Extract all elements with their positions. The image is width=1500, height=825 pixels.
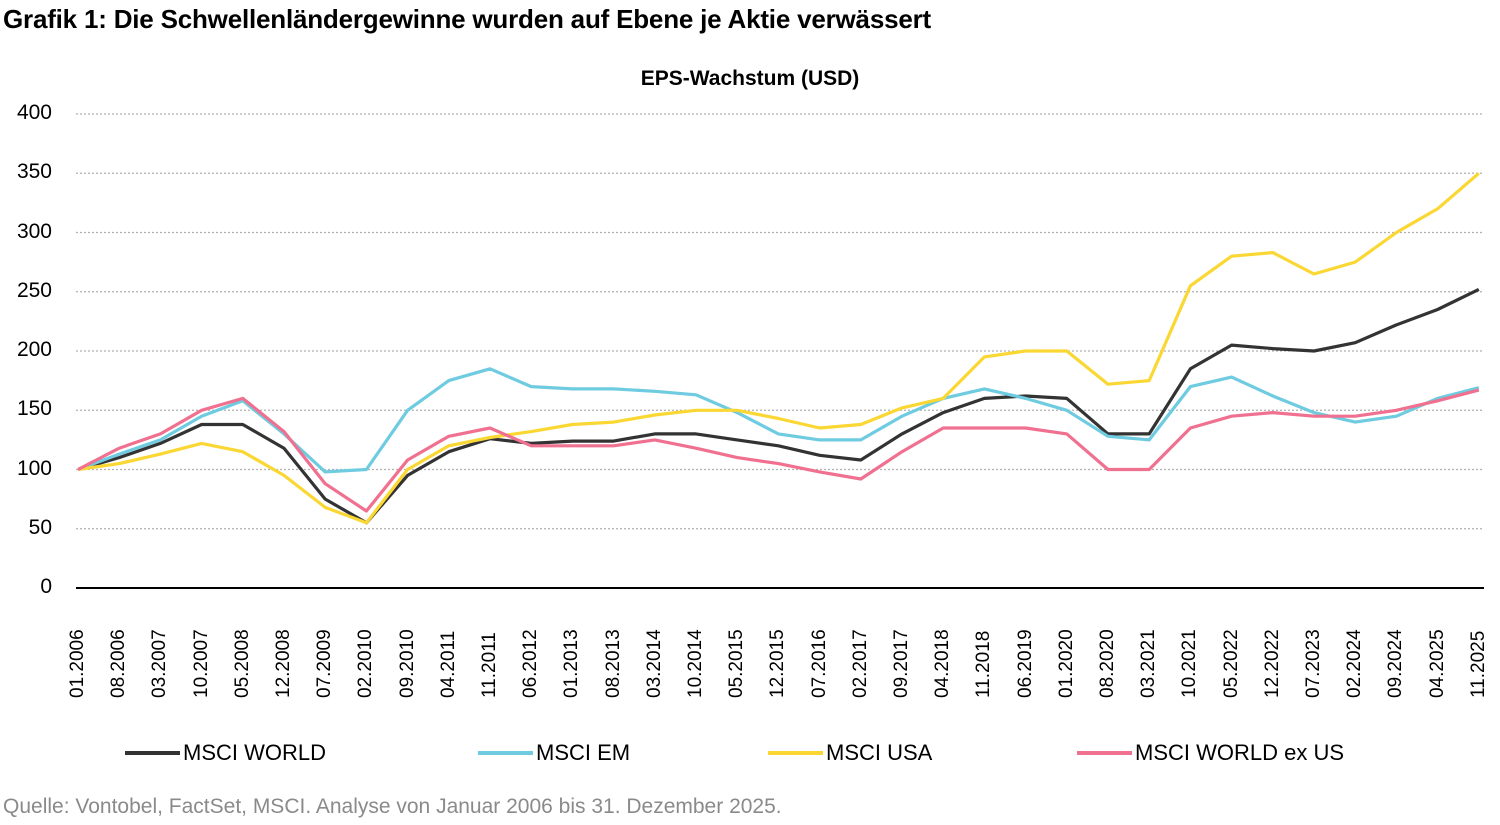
legend-item-msci-world: MSCI WORLD (125, 740, 326, 766)
x-tick-label: 01.2020 (1055, 629, 1077, 698)
chart-title: EPS-Wachstum (USD) (640, 67, 860, 90)
x-tick-label: 04.2018 (932, 629, 954, 698)
legend-swatch (125, 751, 180, 755)
series-line-msci-usa (77, 172, 1480, 525)
gridlines (76, 113, 1484, 530)
x-tick-label: 06.2019 (1014, 629, 1036, 698)
x-tick-label: 05.2008 (231, 629, 253, 698)
x-tick-label: 05.2015 (726, 629, 748, 698)
y-tick-label: 300 (16, 219, 52, 243)
source-note: Quelle: Vontobel, FactSet, MSCI. Analyse… (3, 795, 782, 818)
x-tick-label: 04.2011 (437, 630, 459, 698)
x-tick-label: 10.2007 (190, 629, 212, 698)
x-tick-label: 02.2024 (1344, 629, 1366, 698)
figure-title: Grafik 1: Die Schwellenländergewinne wur… (3, 4, 931, 34)
series-line-msci-world (77, 287, 1480, 525)
x-tick-label: 10.2014 (685, 629, 706, 698)
x-tick-label: 03.2021 (1138, 629, 1160, 698)
series-lines (77, 172, 1480, 525)
y-tick-label: 0 (40, 575, 52, 598)
x-tick-label: 08.2013 (602, 629, 624, 698)
legend-swatch (478, 751, 533, 755)
y-tick-label: 200 (16, 338, 52, 361)
x-tick-label: 07.2009 (314, 629, 336, 698)
legend-item-msci-em: MSCI EM (478, 740, 630, 766)
series-line-msci-em (77, 367, 1480, 474)
x-tick-label: 10.2021 (1179, 629, 1201, 698)
x-tick-label: 11.2018 (973, 630, 995, 698)
x-tick-label: 01.2006 (67, 629, 88, 698)
x-tick-label: 09.2024 (1385, 629, 1407, 698)
x-tick-label: 03.2007 (149, 629, 171, 698)
legend-swatch (1077, 751, 1132, 755)
x-tick-label: 12.2015 (767, 629, 789, 698)
y-tick-label: 50 (28, 515, 52, 539)
x-tick-label: 11.2011 (479, 632, 500, 698)
x-tick-label: 09.2017 (891, 629, 912, 698)
y-tick-label: 250 (16, 278, 52, 302)
y-tick-label: 400 (16, 101, 52, 124)
x-tick-label: 04.2025 (1426, 629, 1448, 698)
legend-swatch (768, 751, 823, 755)
x-tick-label: 05.2022 (1220, 629, 1242, 698)
x-tick-label: 08.2020 (1097, 629, 1118, 698)
x-tick-label: 12.2022 (1261, 629, 1283, 698)
y-tick-label: 150 (16, 397, 52, 421)
x-tick-label: 12.2008 (273, 629, 294, 698)
x-tick-label: 07.2023 (1303, 629, 1324, 698)
x-tick-label: 02.2010 (355, 629, 377, 698)
x-tick-label: 02.2017 (849, 629, 871, 698)
x-tick-label: 01.2013 (561, 629, 583, 698)
series-line-msci-world-ex-us (77, 388, 1480, 513)
x-tick-label: 09.2010 (396, 629, 418, 698)
x-tick-label: 03.2014 (643, 629, 665, 698)
y-tick-label: 350 (16, 160, 52, 184)
x-tick-label: 11.2025 (1467, 630, 1489, 698)
x-tick-label: 08.2006 (108, 629, 130, 698)
y-tick-label: 100 (16, 456, 52, 480)
x-tick-label: 06.2012 (520, 629, 542, 698)
legend-item-msci-usa: MSCI USA (768, 740, 932, 766)
legend-item-msci-world-ex-us: MSCI WORLD ex US (1077, 740, 1344, 766)
x-tick-label: 07.2016 (808, 629, 830, 698)
